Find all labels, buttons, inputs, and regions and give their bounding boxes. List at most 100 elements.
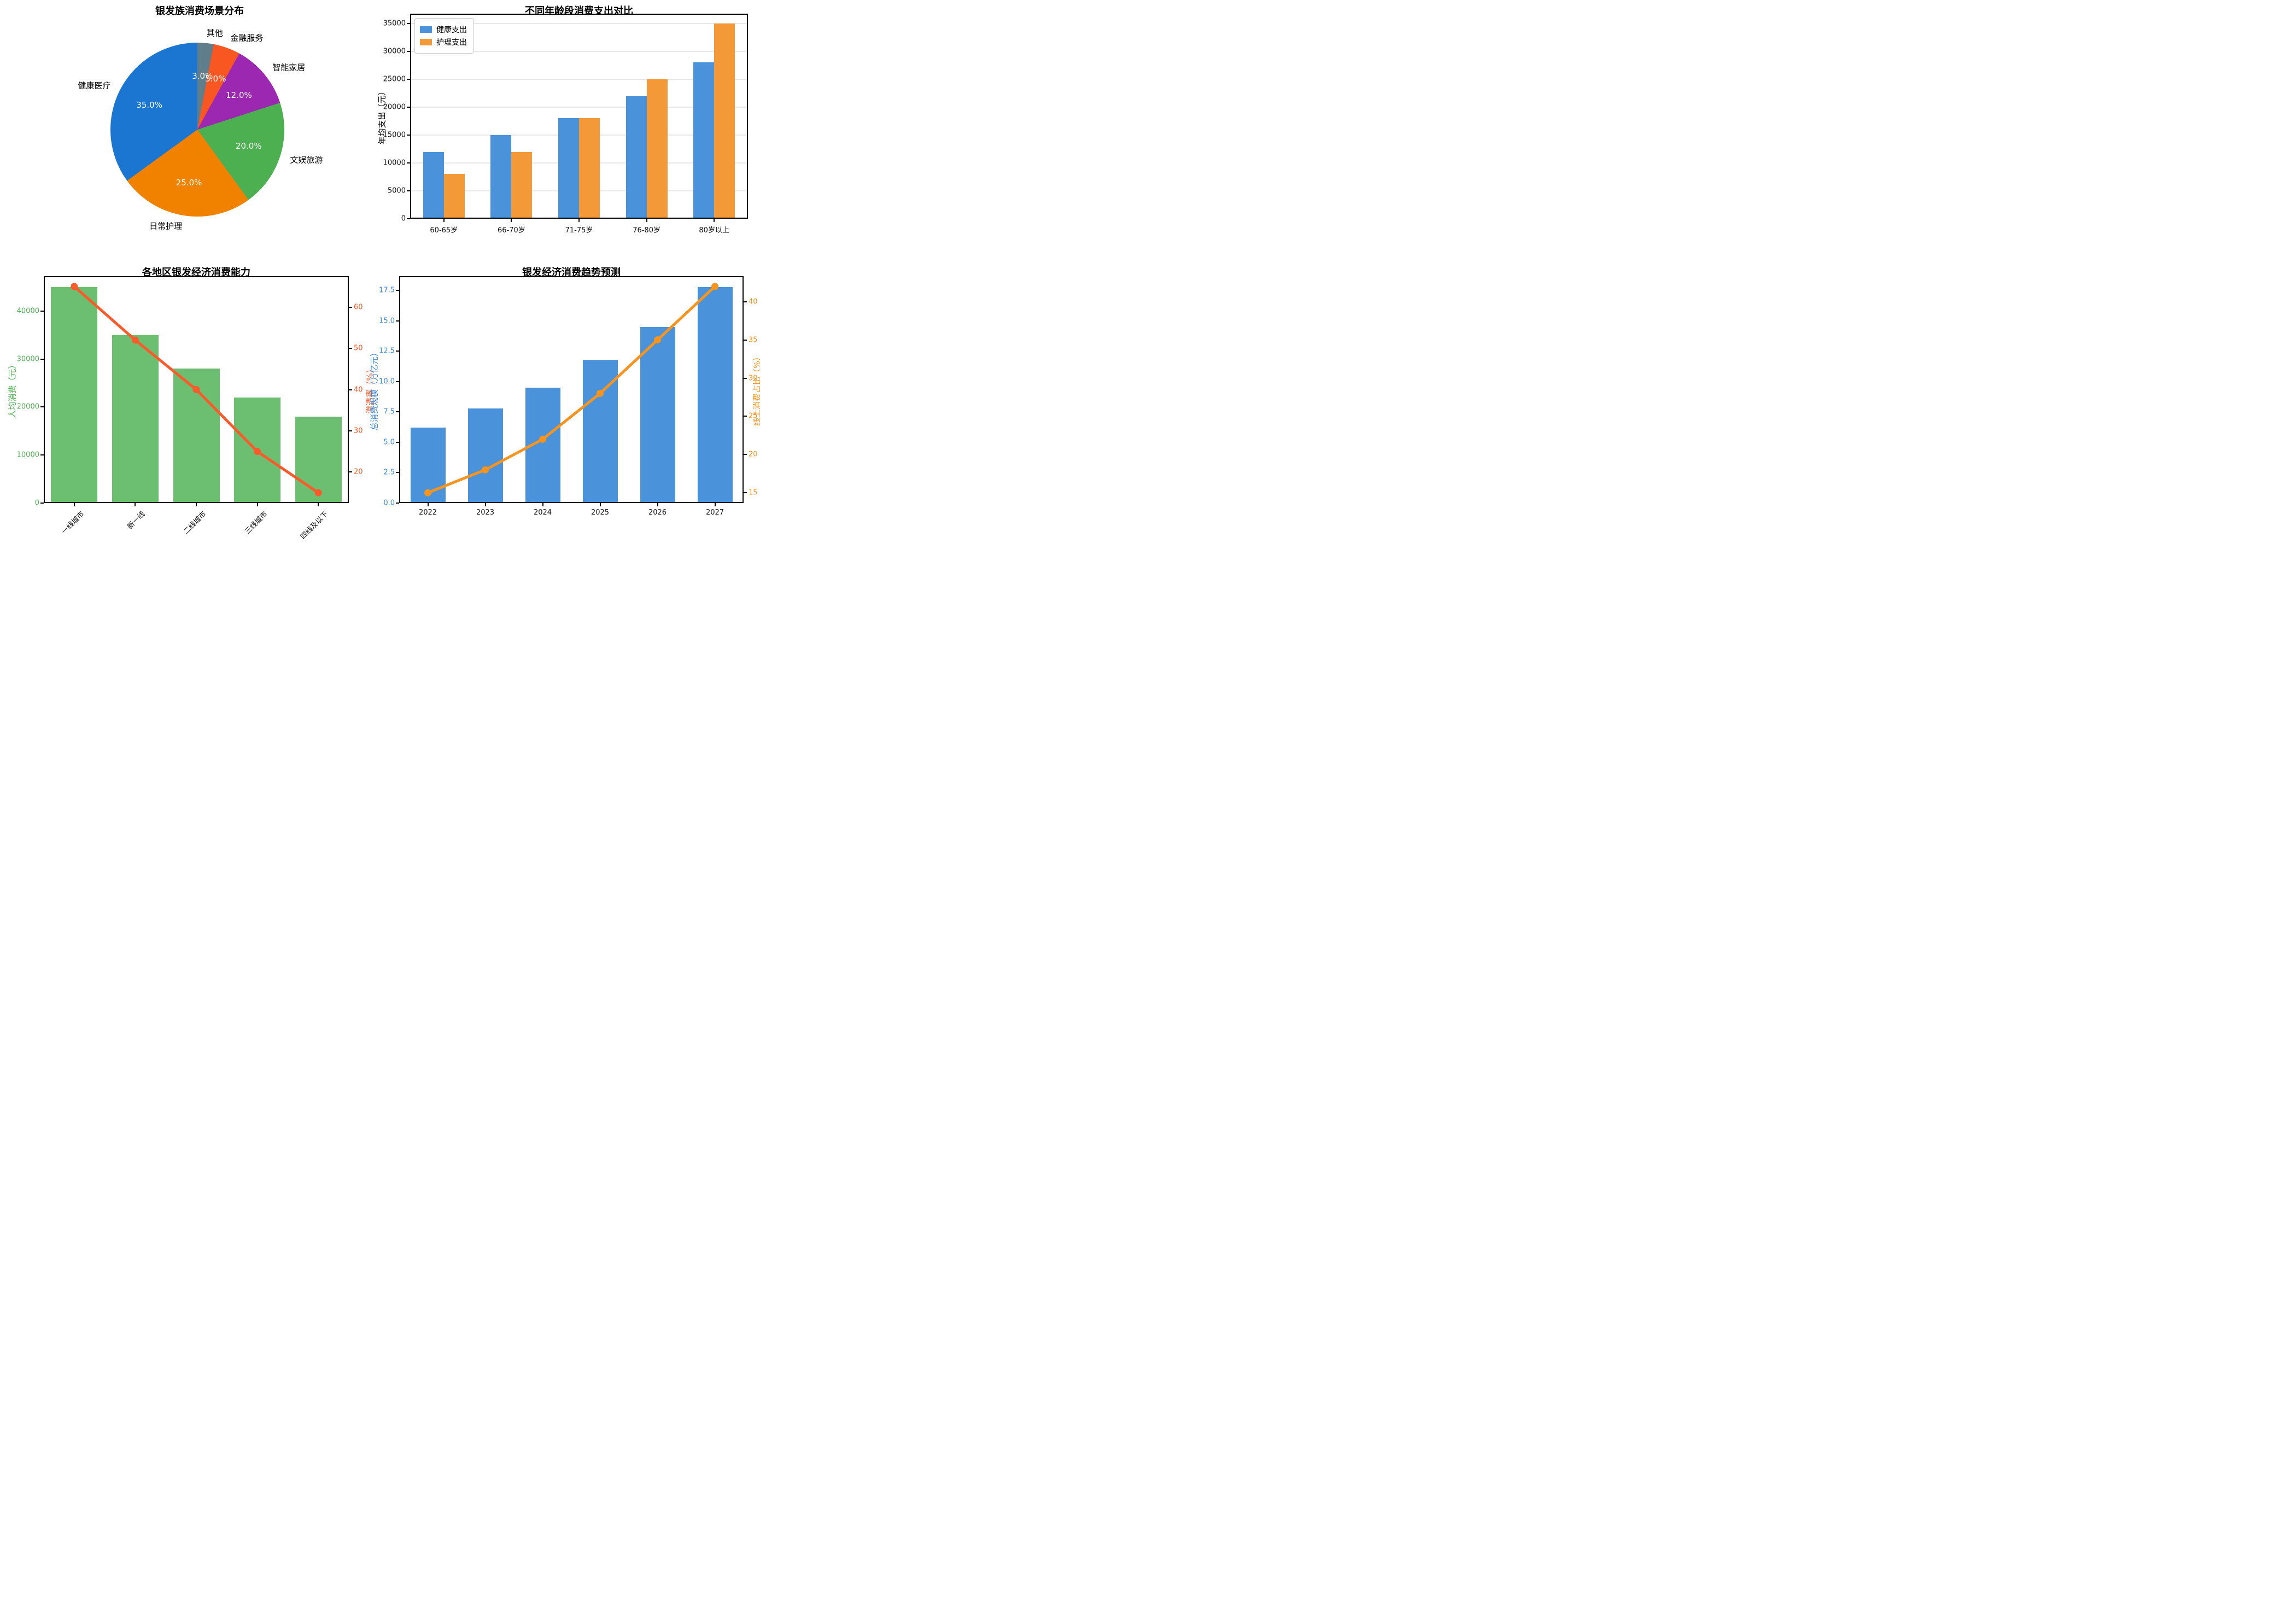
bar [697,287,733,503]
x-tick-mark [714,219,715,222]
y-axis-tick-label: 40000 [16,307,39,316]
x-axis-tick-label: 二线城市 [182,510,208,536]
line-series [71,283,322,496]
trend-chart-plot-area [399,276,744,503]
y-tick-mark [407,134,410,136]
y-tick-mark [396,503,399,504]
x-axis-tick-label: 2025 [591,509,610,517]
y-tick-mark [407,50,410,52]
age-chart-legend: 健康支出 护理支出 [414,18,474,54]
y-axis-tick-label: 60 [354,303,363,312]
x-axis-tick-label: 一线城市 [60,510,86,536]
legend-label: 健康支出 [436,26,467,34]
pie-percent-label: 20.0% [235,141,262,151]
pie-slice-label: 文娱旅游 [290,155,323,165]
y-axis-tick-label: 5.0 [383,438,395,447]
y-tick-mark [396,350,399,352]
x-tick-mark [542,503,543,506]
legend-swatch [420,39,432,45]
bar [579,118,600,219]
y-axis-tick-label: 25000 [383,75,406,84]
y-tick-mark [396,411,399,413]
bar [558,118,579,219]
y-tick-mark [396,441,399,443]
bar [295,416,342,503]
y-axis-tick-label: 30000 [16,355,39,363]
y-axis-tick-label: 10000 [383,159,406,167]
x-tick-mark [511,219,512,222]
y-axis-tick-label: 30 [749,374,758,383]
x-axis-tick-label: 新一线 [126,510,147,531]
trend-chart-title: 银发经济消费趋势预测 [522,267,621,278]
pie-percent-label: 3.0% [192,71,213,81]
y-tick-mark [40,503,44,504]
y-tick-mark [407,78,410,80]
bar [112,335,159,503]
y-tick-mark [40,406,44,408]
y-tick-mark [349,389,352,390]
x-axis-tick-label: 76-80岁 [633,226,660,235]
y-axis-tick-label: 10.0 [379,377,395,386]
y-tick-mark [407,162,410,163]
x-axis-tick-label: 66-70岁 [498,226,525,235]
legend-label: 护理支出 [436,38,467,47]
y-axis-tick-label: 35 [749,336,758,344]
y-axis-tick-label: 30 [354,427,363,435]
legend-item: 护理支出 [420,37,467,48]
y-tick-mark [407,22,410,24]
y-tick-mark [40,310,44,312]
y-axis-tick-label: 15000 [383,131,406,139]
grid-line [410,106,748,108]
x-tick-mark [578,219,580,222]
y-axis-tick-label: 20 [749,450,758,459]
bar [625,96,647,219]
y-tick-mark [396,290,399,291]
x-tick-mark [135,503,136,506]
y-axis-tick-label: 15 [749,488,758,497]
y-axis-tick-label: 25 [749,412,758,420]
y-tick-mark [744,416,747,417]
bar [714,23,735,219]
y-axis-tick-label: 20000 [16,402,39,411]
y-tick-mark [744,492,747,494]
y-axis-tick-label: 40 [354,385,363,394]
x-tick-mark [73,503,75,506]
pie-chart [110,43,284,217]
x-tick-mark [714,503,716,506]
grid-line [410,50,748,52]
y-tick-mark [396,381,399,382]
bar [423,151,444,219]
bar [443,174,465,219]
x-axis-tick-label: 2026 [648,509,667,517]
y-tick-mark [349,348,352,349]
y-tick-mark [396,472,399,474]
y-tick-mark [407,218,410,219]
y-axis-tick-label: 50 [354,344,363,353]
x-axis-tick-label: 2022 [418,509,437,517]
line-series [424,283,718,496]
x-tick-mark [256,503,258,506]
bar [467,408,503,503]
x-axis-tick-label: 四线及以下 [299,510,330,541]
y-axis-tick-label: 20 [354,468,363,476]
y-tick-mark [744,301,747,302]
pie-percent-label: 5.0% [205,74,226,84]
x-axis-tick-label: 2024 [533,509,552,517]
pie-percent-label: 25.0% [176,178,202,188]
pie-percent-label: 35.0% [136,100,162,110]
bar [693,62,715,219]
y-axis-tick-label: 0 [34,499,39,507]
x-tick-mark [484,503,486,506]
y-tick-mark [40,358,44,360]
x-tick-mark [427,503,429,506]
y-axis-tick-label: 30000 [383,47,406,56]
x-tick-mark [318,503,319,506]
grid-line [410,22,748,24]
pie-slice-label: 日常护理 [149,221,183,231]
x-tick-mark [599,503,601,506]
y-tick-mark [744,454,747,455]
region-chart-plot-area [44,276,349,503]
y-axis-tick-label: 7.5 [383,407,395,416]
y-tick-mark [349,430,352,431]
legend-swatch [420,26,432,33]
